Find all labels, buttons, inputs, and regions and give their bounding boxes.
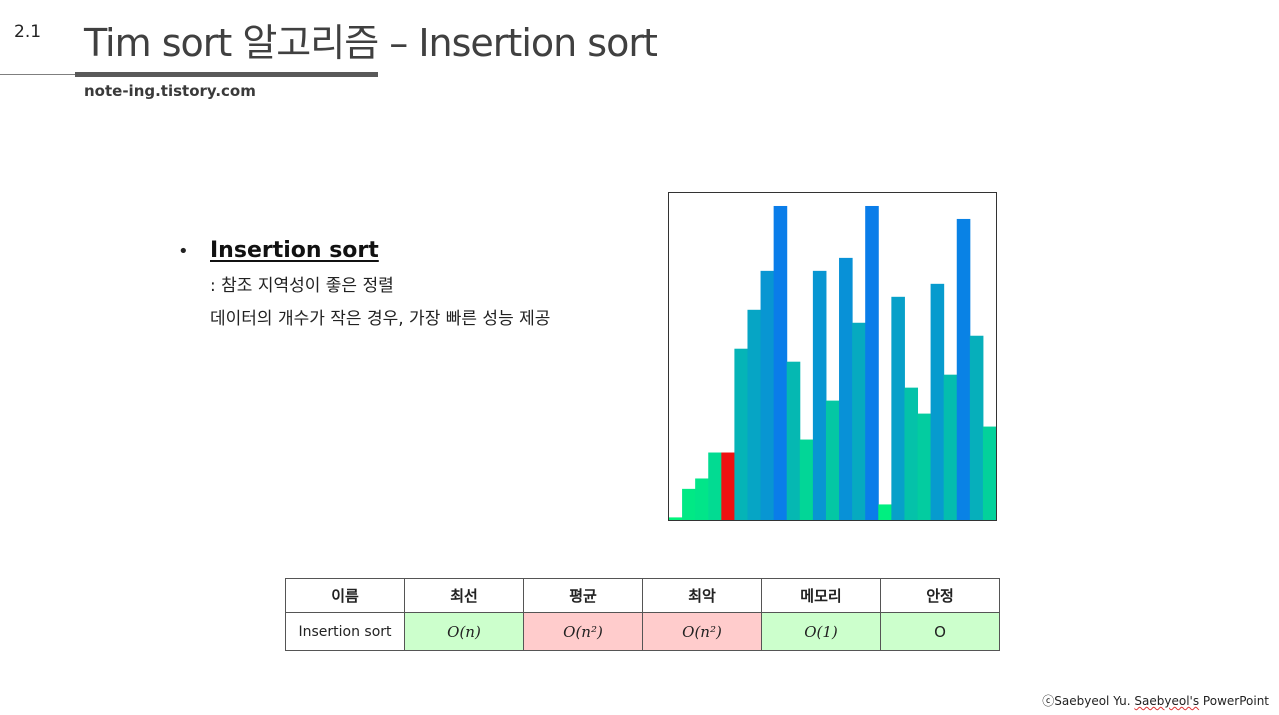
bullet-block: • Insertion sort : 참조 지역성이 좋은 정렬 데이터의 개수… [178, 238, 550, 329]
bullet-item: • Insertion sort [178, 238, 550, 263]
slide-number: 2.1 [14, 22, 42, 42]
table-row: Insertion sort O(n) O(n²) O(n²) O(1) O [285, 612, 1000, 651]
bar [969, 335, 984, 520]
bar [852, 322, 866, 520]
bar [825, 400, 840, 520]
header-average: 평균 [523, 578, 643, 613]
footer-suffix: PowerPoint [1202, 694, 1269, 708]
footer-brand: Saebyeol's [1134, 694, 1200, 708]
bar [708, 452, 722, 520]
bar [773, 205, 788, 520]
bar [956, 218, 971, 520]
complexity-table: 이름 최선 평균 최악 메모리 안정 Insertion sort O(n) O… [285, 578, 1000, 651]
header-stable: 안정 [880, 578, 1000, 613]
header-worst: 최악 [642, 578, 762, 613]
bar [878, 504, 892, 520]
description-line-1: : 참조 지역성이 좋은 정렬 [210, 276, 394, 296]
bar [747, 309, 762, 520]
header-name: 이름 [285, 578, 405, 613]
bar [904, 387, 919, 520]
cell-worst: O(n²) [642, 612, 762, 651]
header-best: 최선 [404, 578, 524, 613]
bar [943, 374, 958, 520]
cell-best: O(n) [404, 612, 524, 651]
slide-title: Tim sort 알고리즘 – Insertion sort [84, 21, 658, 65]
bar [812, 270, 827, 520]
site-url: note-ing.tistory.com [84, 82, 256, 100]
bar [917, 413, 932, 520]
bar [734, 348, 748, 520]
bar [865, 205, 879, 520]
bar [982, 426, 996, 520]
bar [799, 439, 814, 520]
cell-stable: O [880, 612, 1000, 651]
bar [786, 361, 801, 520]
bar [669, 517, 683, 520]
title-underline-thick [75, 72, 378, 77]
bullet-dot-icon: • [178, 241, 189, 262]
bullet-heading: Insertion sort [210, 238, 379, 263]
cell-memory: O(1) [761, 612, 881, 651]
bar [695, 478, 709, 520]
header-memory: 메모리 [761, 578, 881, 613]
bar-chart [668, 192, 997, 521]
bar [930, 283, 945, 520]
bar [682, 488, 696, 520]
bar [721, 452, 735, 520]
bar [839, 257, 853, 520]
bar [760, 270, 775, 520]
bar [891, 296, 905, 520]
table-header-row: 이름 최선 평균 최악 메모리 안정 [285, 578, 1000, 613]
footer-copyright: ⓒSaebyeol Yu. [1042, 694, 1131, 708]
cell-name: Insertion sort [285, 612, 405, 651]
bar-chart-svg [669, 205, 996, 520]
footer-credit: ⓒSaebyeol Yu. Saebyeol's PowerPoint [1042, 692, 1269, 709]
cell-average: O(n²) [523, 612, 643, 651]
description-line-2: 데이터의 개수가 작은 경우, 가장 빠른 성능 제공 [210, 309, 551, 329]
